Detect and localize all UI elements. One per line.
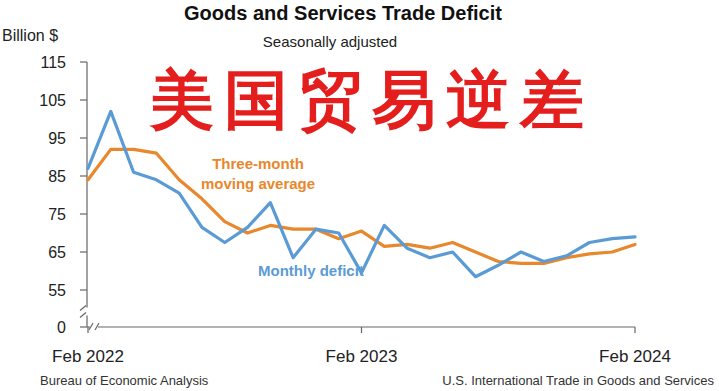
axis-break bbox=[89, 323, 99, 330]
report: U.S. International Trade in Goods and Se… bbox=[442, 373, 714, 388]
y-tick-label: 0 bbox=[57, 319, 66, 336]
subtitle: Seasonally adjusted bbox=[263, 33, 397, 50]
axes: 0 55 65 75 85 95 105 115 Feb 2022 Feb 2023 Feb 202… bbox=[39, 54, 671, 366]
x-tick bbox=[87, 327, 88, 333]
x-tick-label: Feb 2024 bbox=[599, 347, 671, 366]
y-tick-label: 65 bbox=[48, 244, 66, 261]
series-label-line: Three-month bbox=[212, 155, 304, 172]
y-tick-label: 85 bbox=[48, 168, 66, 185]
y-tick-label: 105 bbox=[39, 92, 66, 109]
series-label: Three-month moving average bbox=[201, 155, 315, 192]
x-tick-label: Feb 2022 bbox=[52, 347, 124, 366]
y-tick bbox=[80, 99, 87, 100]
y-tick-label: 55 bbox=[48, 282, 66, 299]
y-tick bbox=[80, 251, 87, 252]
overlay-annotation: 美国贸易逆差 bbox=[149, 63, 594, 137]
y-axis-line bbox=[86, 62, 87, 327]
x-tick bbox=[634, 327, 635, 333]
series-label: Monthly deficit bbox=[258, 262, 364, 279]
x-tick bbox=[361, 327, 362, 333]
y-tick-label: 115 bbox=[40, 54, 66, 71]
series-line bbox=[88, 149, 635, 263]
axis-break bbox=[80, 306, 86, 318]
x-tick-label: Feb 2023 bbox=[326, 347, 398, 366]
y-tick bbox=[80, 137, 87, 138]
source: Bureau of Economic Analysis bbox=[40, 373, 209, 388]
chart: Goods and Services Trade Deficit Seasonal… bbox=[0, 0, 719, 391]
y-tick bbox=[80, 175, 87, 176]
title: Goods and Services Trade Deficit bbox=[184, 2, 502, 24]
y-tick bbox=[80, 326, 87, 327]
y-tick bbox=[80, 289, 87, 290]
series-label-line: moving average bbox=[201, 175, 315, 192]
y-tick bbox=[80, 61, 87, 62]
y-tick-label: 75 bbox=[48, 206, 66, 223]
y-tick-label: 95 bbox=[48, 130, 66, 147]
y-tick bbox=[80, 213, 87, 214]
y-label: Billion $ bbox=[2, 27, 58, 44]
